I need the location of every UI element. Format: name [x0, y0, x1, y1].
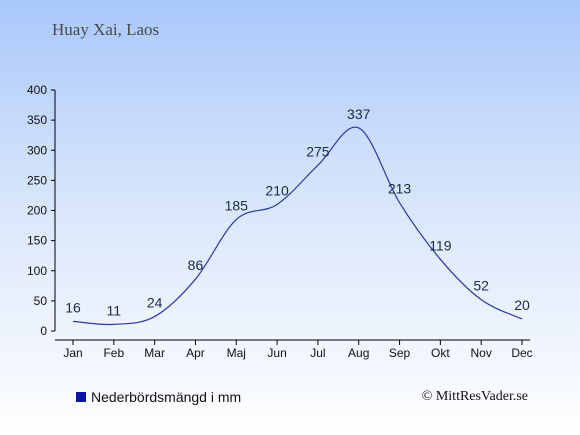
data-label: 275: [306, 143, 330, 159]
data-label: 11: [107, 302, 122, 318]
y-tick-label: 200: [27, 204, 47, 218]
data-label: 185: [225, 198, 249, 214]
y-tick-label: 350: [27, 113, 47, 127]
data-label: 16: [65, 299, 81, 315]
data-labels: 16 11 24 86 185 210 275 337 213 119 52 20: [65, 106, 530, 318]
x-tick-label: Jul: [310, 346, 325, 360]
legend: Nederbördsmängd i mm: [76, 389, 241, 405]
x-tick-label: Sep: [389, 346, 411, 360]
data-label: 210: [265, 182, 289, 198]
y-tick-label: 100: [27, 264, 47, 278]
x-tick-label: Dec: [511, 346, 532, 360]
series-layer: [72, 126, 523, 326]
y-tick-label: 0: [40, 324, 47, 338]
data-label: 52: [473, 278, 489, 294]
x-tick-label: Mar: [144, 346, 165, 360]
copyright-text: © MittResVader.se: [421, 389, 528, 404]
y-tick-label: 250: [27, 173, 47, 187]
x-tick-label: Okt: [431, 346, 450, 360]
x-axis: Jan Feb Mar Apr Maj Jun Jul Aug Sep Okt Nov Dec: [55, 339, 533, 360]
y-tick-label: 50: [34, 294, 48, 308]
x-tick-label: Aug: [348, 346, 369, 360]
x-tick-label: Feb: [103, 346, 124, 360]
x-tick-label: Apr: [186, 346, 205, 360]
data-label: 337: [347, 106, 371, 122]
y-tick-label: 300: [27, 143, 47, 157]
data-label: 119: [429, 237, 452, 253]
x-tick-label: Maj: [227, 346, 246, 360]
x-tick-label: Jan: [63, 346, 82, 360]
y-tick-label: 150: [27, 234, 47, 248]
x-tick-label: Jun: [267, 346, 286, 360]
data-label: 86: [188, 257, 204, 273]
y-tick-label: 400: [27, 83, 47, 97]
legend-label: Nederbördsmängd i mm: [91, 389, 242, 405]
series-line: [72, 126, 523, 326]
data-label: 24: [147, 295, 163, 311]
location-title: Huay Xai, Laos: [52, 20, 160, 39]
y-axis: 0 50 100 150 200 250 300 350 400: [27, 83, 56, 338]
data-label: 20: [514, 297, 530, 313]
legend-swatch: [76, 392, 86, 402]
data-label: 213: [388, 181, 412, 197]
x-tick-label: Nov: [471, 346, 492, 360]
